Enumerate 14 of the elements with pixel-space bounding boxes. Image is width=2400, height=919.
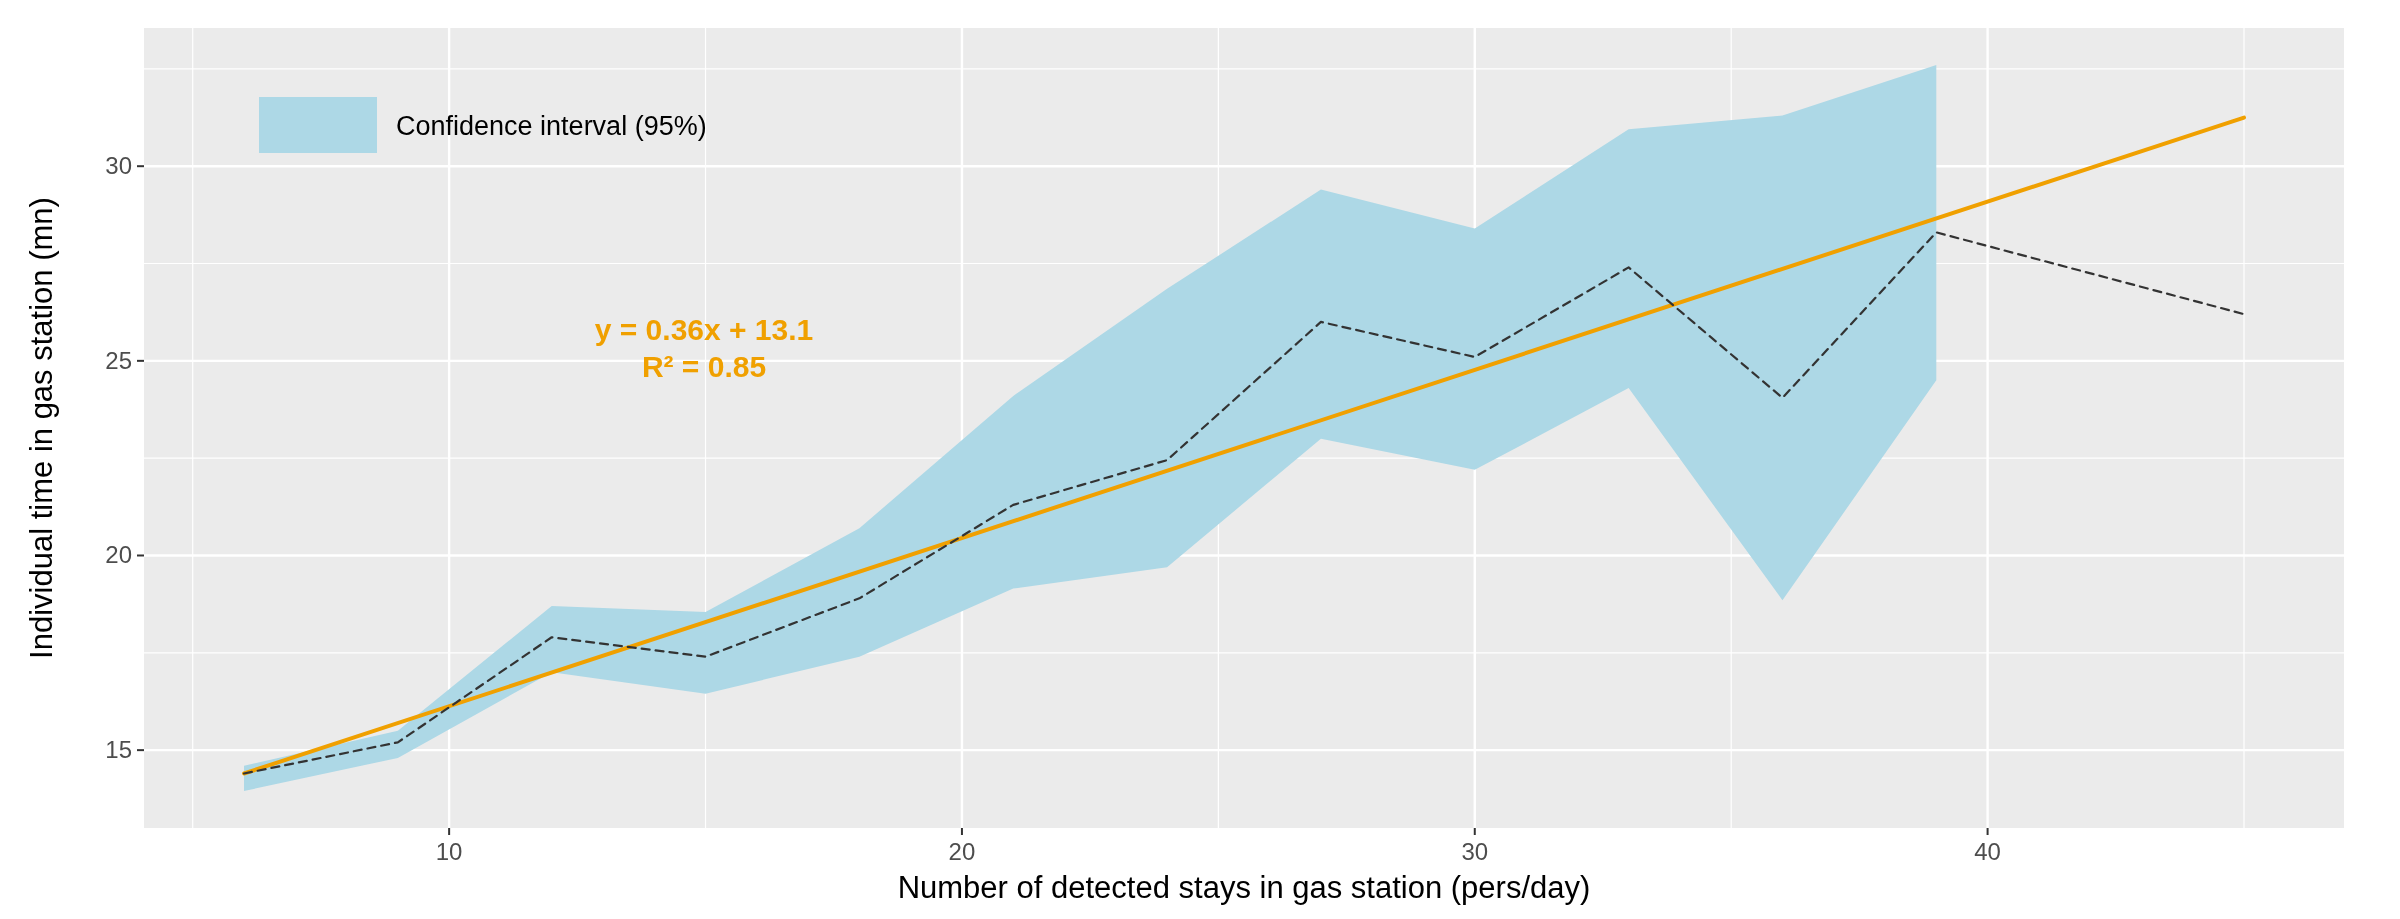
x-tick-label: 10 [435, 838, 463, 865]
y-axis-title: Individual time in gas station (mn) [24, 197, 59, 659]
annotation: y = 0.36x + 13.1 [594, 313, 814, 346]
x-tick-label: 20 [948, 838, 976, 865]
y-tick-label: 20 [105, 541, 132, 569]
x-axis-title: Number of detected stays in gas station (pers/day) [897, 870, 1591, 905]
y-tick-label: 15 [105, 736, 132, 764]
annotation: R² = 0.85 [641, 350, 767, 383]
y-tick-label: 30 [105, 152, 132, 180]
x-tick-label: 30 [1461, 838, 1489, 865]
line-series [242, 231, 2246, 775]
legend-label: Confidence interval (95%) [396, 111, 707, 141]
x-tick-label: 40 [1974, 838, 2001, 865]
y-tick-label: 25 [105, 346, 132, 374]
